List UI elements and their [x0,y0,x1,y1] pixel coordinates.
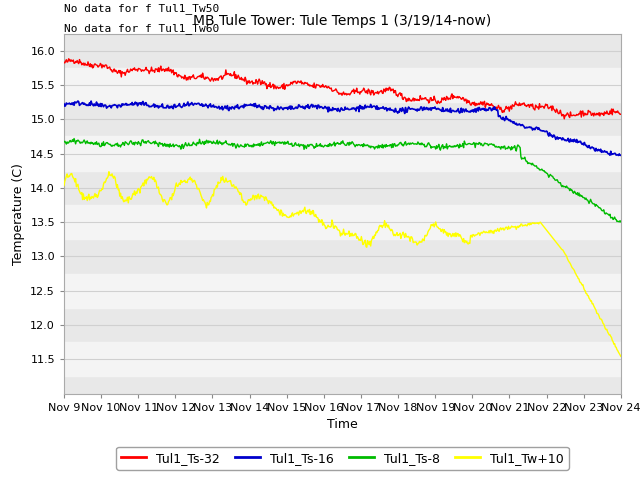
Title: MB Tule Tower: Tule Temps 1 (3/19/14-now): MB Tule Tower: Tule Temps 1 (3/19/14-now… [193,14,492,28]
X-axis label: Time: Time [327,418,358,431]
Bar [64,136,621,171]
Bar [64,68,621,102]
Text: No data for f Tul1_Tw50: No data for f Tul1_Tw50 [64,3,220,14]
Text: No data for f Tul1_Tw60: No data for f Tul1_Tw60 [64,23,220,34]
Legend: Tul1_Ts-32, Tul1_Ts-16, Tul1_Ts-8, Tul1_Tw+10: Tul1_Ts-32, Tul1_Ts-16, Tul1_Ts-8, Tul1_… [116,447,568,469]
Bar [64,342,621,376]
Y-axis label: Temperature (C): Temperature (C) [12,163,25,264]
Bar [64,205,621,240]
Bar [64,274,621,308]
